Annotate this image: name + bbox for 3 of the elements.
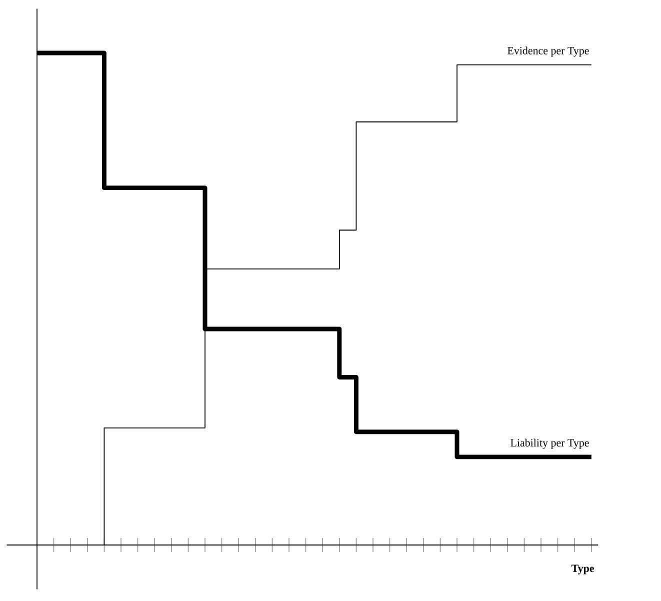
series-label: Liability per Type xyxy=(510,438,589,449)
x-axis-title: Type xyxy=(572,564,594,574)
series-label: Evidence per Type xyxy=(508,46,589,57)
